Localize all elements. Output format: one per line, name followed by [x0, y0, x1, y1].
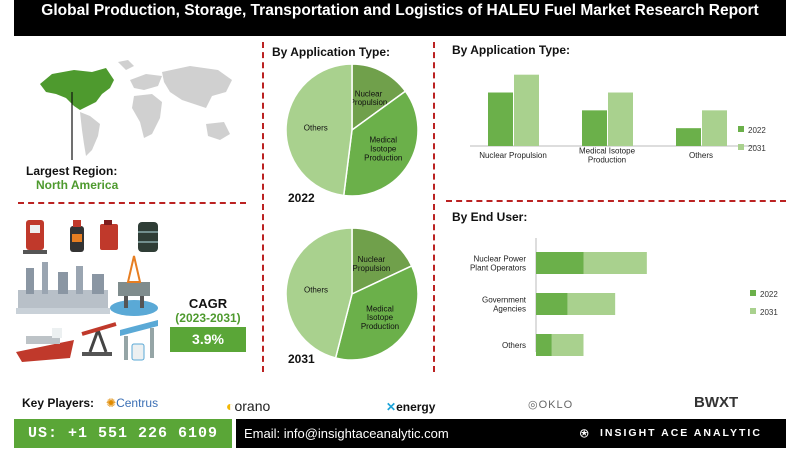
brand-mark-icon: ⍟: [580, 425, 591, 441]
bar-2031-1: [608, 92, 633, 146]
legend-label-2022: 2022: [748, 126, 766, 135]
pie-slice-others: [285, 63, 353, 197]
report-title: Global Production, Storage, Transportati…: [14, 0, 786, 36]
bar-2031-2: [702, 110, 727, 146]
pie-slice-others: [285, 227, 353, 359]
bar-2022-1: [582, 110, 607, 146]
app-type-bar-chart: Nuclear Propulsion Medical Isotope Product…: [470, 74, 766, 165]
bar-2022-2: [536, 334, 552, 356]
app-bar-title: By Application Type:: [452, 43, 571, 57]
refinery-icon: [16, 262, 110, 314]
x-energy-logo: ✕energy: [386, 400, 436, 414]
world-map-icon: [40, 60, 232, 160]
pie-2022-year-label: 2022: [288, 191, 315, 205]
legend-label-2031: 2031: [748, 144, 766, 153]
pie-section-title: By Application Type:: [272, 45, 391, 59]
gas-station-icon: [120, 320, 158, 361]
legend-swatch-2022: [738, 126, 744, 132]
pie-label-medical-isotope-production: Medical Isotope Production: [361, 304, 399, 331]
pie-2031-year-label: 2031: [288, 352, 315, 366]
industry-illustration: [16, 220, 158, 362]
centrus-logo: ✺Centrus: [106, 396, 159, 410]
pie-slice-nuclear-propulsion: [351, 63, 407, 132]
pie-label-medical-isotope-production: Medical Isotope Production: [364, 136, 402, 163]
tanker-ship-icon: [16, 328, 74, 362]
pie-chart-2031: Nuclear Propulsion Medical Isotope Productio…: [285, 227, 419, 361]
pie-slice-medical-isotope-production: [334, 264, 419, 361]
bar-2031-1: [567, 293, 616, 315]
pie-label-nuclear-propulsion: Nuclear Propulsion: [350, 89, 388, 107]
divider-charts: [446, 200, 786, 202]
x-tick-label: Others: [689, 151, 713, 160]
brand-name: INSIGHT ACE ANALYTIC: [600, 427, 762, 439]
oklo-logo-text: OKLO: [538, 399, 574, 411]
orano-logo: ◐orano: [226, 398, 271, 414]
phone-contact[interactable]: US: +1 551 226 6109: [14, 419, 232, 448]
key-players-label: Key Players:: [22, 396, 95, 410]
enduser-bar-title: By End User:: [452, 210, 528, 224]
x-energy-logo-text: energy: [396, 400, 436, 414]
bar-2022-2: [676, 128, 701, 146]
x-tick-label: Nuclear Propulsion: [479, 151, 547, 160]
bar-2031-0: [514, 74, 539, 146]
bwxt-logo-text: BWXT: [694, 394, 739, 411]
fuel-pump-icon: [23, 220, 47, 254]
bwxt-logo: BWXT: [694, 394, 738, 411]
pie-label-others: Others: [304, 285, 328, 294]
y-tick-label: Nuclear Power Plant Operators: [470, 255, 526, 273]
orano-logo-text: orano: [234, 398, 271, 414]
bar-2031-2: [551, 334, 584, 356]
pie-slice-medical-isotope-production: [342, 90, 419, 197]
legend-swatch-2022: [750, 290, 756, 296]
pumpjack-icon: [81, 322, 117, 356]
y-tick-label: Others: [502, 341, 526, 350]
legend-swatch-2031: [738, 144, 744, 150]
bar-2022-0: [536, 252, 584, 274]
oil-rig-icon: [110, 255, 158, 316]
divider-region: [18, 202, 246, 204]
divider-left: [262, 42, 264, 372]
pie-label-nuclear-propulsion: Nuclear Propulsion: [353, 255, 391, 273]
pie-label-others: Others: [304, 124, 328, 133]
oil-bottle-icon: [70, 220, 84, 252]
divider-right: [433, 42, 435, 372]
cagr-years: (2023-2031): [175, 311, 241, 325]
jerrycan-icon: [100, 220, 118, 250]
legend-swatch-2031: [750, 308, 756, 314]
largest-region-value: North America: [36, 178, 119, 192]
pie-slice-nuclear-propulsion: [351, 227, 413, 296]
email-contact[interactable]: Email: info@insightaceanalytic.com: [236, 419, 574, 448]
bar-2022-1: [536, 293, 568, 315]
legend-label-2031: 2031: [760, 308, 778, 317]
centrus-logo-text: Centrus: [116, 396, 159, 410]
largest-region-label: Largest Region:: [26, 164, 118, 178]
x-tick-label: Medical Isotope Production: [579, 147, 636, 165]
cagr-label: CAGR: [188, 296, 228, 311]
brand-logo: ⍟ INSIGHT ACE ANALYTIC: [574, 419, 786, 448]
barrel-icon: [138, 222, 158, 252]
legend-label-2022: 2022: [760, 290, 778, 299]
y-tick-label: Government Agencies: [482, 296, 527, 314]
oklo-logo: ◎OKLO: [528, 399, 574, 411]
pie-chart-2022: Nuclear Propulsion Medical Isotope Productio…: [285, 63, 419, 197]
cagr-value: 3.9%: [170, 327, 246, 352]
bar-2031-0: [583, 252, 647, 274]
end-user-bar-chart: Nuclear Power Plant Operators Government Ag…: [470, 238, 778, 356]
bar-2022-0: [488, 92, 513, 146]
